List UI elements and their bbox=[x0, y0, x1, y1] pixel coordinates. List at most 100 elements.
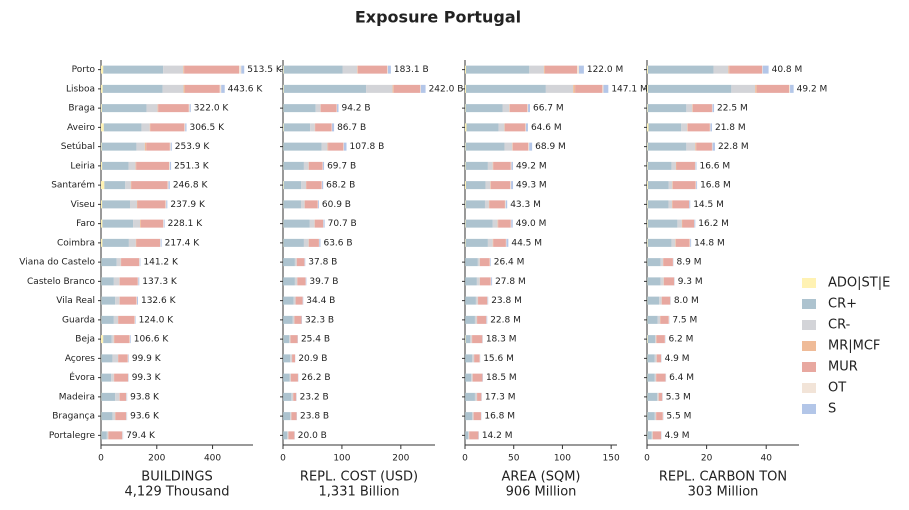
bar-segment bbox=[149, 123, 151, 132]
bar-segment bbox=[115, 412, 127, 421]
bar-segment bbox=[731, 84, 756, 93]
x-axis-label: REPL. CARBON TON bbox=[659, 470, 787, 485]
bar-segment bbox=[189, 104, 191, 113]
bar-segment bbox=[288, 431, 295, 440]
bar-segment bbox=[656, 373, 666, 382]
bar-segment bbox=[789, 84, 791, 93]
bar-segment bbox=[647, 161, 648, 170]
y-tick-label: Aveiro bbox=[67, 123, 95, 133]
bar-segment bbox=[465, 296, 476, 305]
bar-segment bbox=[160, 238, 161, 247]
bar-segment bbox=[136, 296, 138, 305]
bar-segment bbox=[102, 219, 134, 228]
bar-segment bbox=[545, 84, 574, 93]
bar-segment bbox=[126, 392, 128, 401]
bar-segment bbox=[465, 181, 466, 190]
bar-segment bbox=[528, 142, 530, 151]
bar-segment bbox=[150, 123, 185, 132]
bar-segment bbox=[141, 123, 150, 132]
bar-segment bbox=[290, 354, 292, 363]
bar-segment bbox=[647, 219, 648, 228]
bar-segment bbox=[126, 412, 127, 421]
bar-segment bbox=[671, 161, 676, 170]
bar-segment bbox=[712, 104, 715, 113]
total-label: 99.9 K bbox=[132, 354, 162, 364]
bar-segment bbox=[101, 412, 113, 421]
bar-segment bbox=[647, 373, 655, 382]
bar-segment bbox=[491, 277, 493, 286]
bar-segment bbox=[687, 123, 710, 132]
bar-segment bbox=[647, 181, 669, 190]
bar-segment bbox=[128, 354, 129, 363]
bar-segment bbox=[651, 431, 653, 440]
bar-segment bbox=[762, 65, 763, 74]
bar-segment bbox=[112, 412, 116, 421]
bar-segment bbox=[647, 238, 648, 247]
bar-segment bbox=[465, 373, 472, 382]
bar-segment bbox=[647, 142, 648, 151]
x-tick-label: 400 bbox=[204, 454, 221, 464]
x-axis-label: AREA (SQM) bbox=[501, 470, 580, 485]
legend-swatch bbox=[802, 278, 816, 288]
bar-segment bbox=[654, 412, 656, 421]
bar-segment bbox=[146, 104, 158, 113]
total-label: 237.9 K bbox=[170, 200, 206, 210]
bar-segment bbox=[657, 392, 659, 401]
total-label: 23.2 B bbox=[300, 392, 329, 402]
bar-segment bbox=[290, 412, 292, 421]
bar-segment bbox=[321, 142, 328, 151]
total-label: 8.9 M bbox=[677, 258, 702, 268]
bar-segment bbox=[101, 161, 103, 170]
total-label: 306.5 K bbox=[189, 123, 225, 133]
y-tick-label: Viseu bbox=[71, 200, 95, 210]
x-tick-label: 0 bbox=[644, 454, 650, 464]
bar-segment bbox=[308, 161, 323, 170]
bar-segment bbox=[219, 84, 222, 93]
bar-segment bbox=[317, 200, 319, 209]
bar-segment bbox=[647, 65, 648, 74]
bar-segment bbox=[690, 238, 692, 247]
total-label: 9.3 M bbox=[678, 277, 703, 287]
bar-segment bbox=[657, 315, 661, 324]
bar-segment bbox=[135, 161, 137, 170]
total-label: 68.2 B bbox=[326, 181, 355, 191]
bar-segment bbox=[294, 277, 298, 286]
bar-segment bbox=[465, 181, 486, 190]
total-label: 16.8 M bbox=[700, 181, 731, 191]
total-label: 141.2 K bbox=[143, 258, 179, 268]
bar-segment bbox=[185, 123, 187, 132]
x-tick-label: 20 bbox=[701, 454, 713, 464]
x-axis-label: BUILDINGS bbox=[141, 470, 212, 485]
bar-segment bbox=[474, 354, 480, 363]
bar-segment bbox=[478, 296, 488, 305]
bar-segment bbox=[337, 104, 339, 113]
bar-segment bbox=[332, 123, 335, 132]
bar-segment bbox=[292, 354, 296, 363]
x-tick-label: 100 bbox=[333, 454, 350, 464]
bar-segment bbox=[682, 219, 695, 228]
bar-segment bbox=[135, 315, 136, 324]
bar-segment bbox=[711, 104, 713, 113]
bar-segment bbox=[656, 354, 662, 363]
total-label: 99.3 K bbox=[132, 373, 162, 383]
bar-segment bbox=[473, 412, 481, 421]
bar-segment bbox=[101, 123, 104, 132]
bar-segment bbox=[474, 392, 477, 401]
bar-segment bbox=[170, 142, 172, 151]
total-label: 14.8 M bbox=[694, 238, 725, 248]
total-label: 94.2 B bbox=[341, 104, 370, 114]
y-tick-label: Évora bbox=[69, 371, 95, 383]
bar-segment bbox=[647, 65, 714, 74]
total-label: 22.8 M bbox=[718, 142, 749, 152]
legend-swatch bbox=[802, 362, 816, 372]
bar-segment bbox=[283, 431, 288, 440]
bar-segment bbox=[465, 238, 488, 247]
total-label: 106.6 K bbox=[134, 335, 170, 345]
x-tick-label: 50 bbox=[508, 454, 520, 464]
bar-segment bbox=[343, 142, 347, 151]
bar-segment bbox=[101, 219, 103, 228]
bar-segment bbox=[511, 181, 514, 190]
bar-segment bbox=[115, 296, 120, 305]
total-label: 16.2 M bbox=[698, 219, 729, 229]
